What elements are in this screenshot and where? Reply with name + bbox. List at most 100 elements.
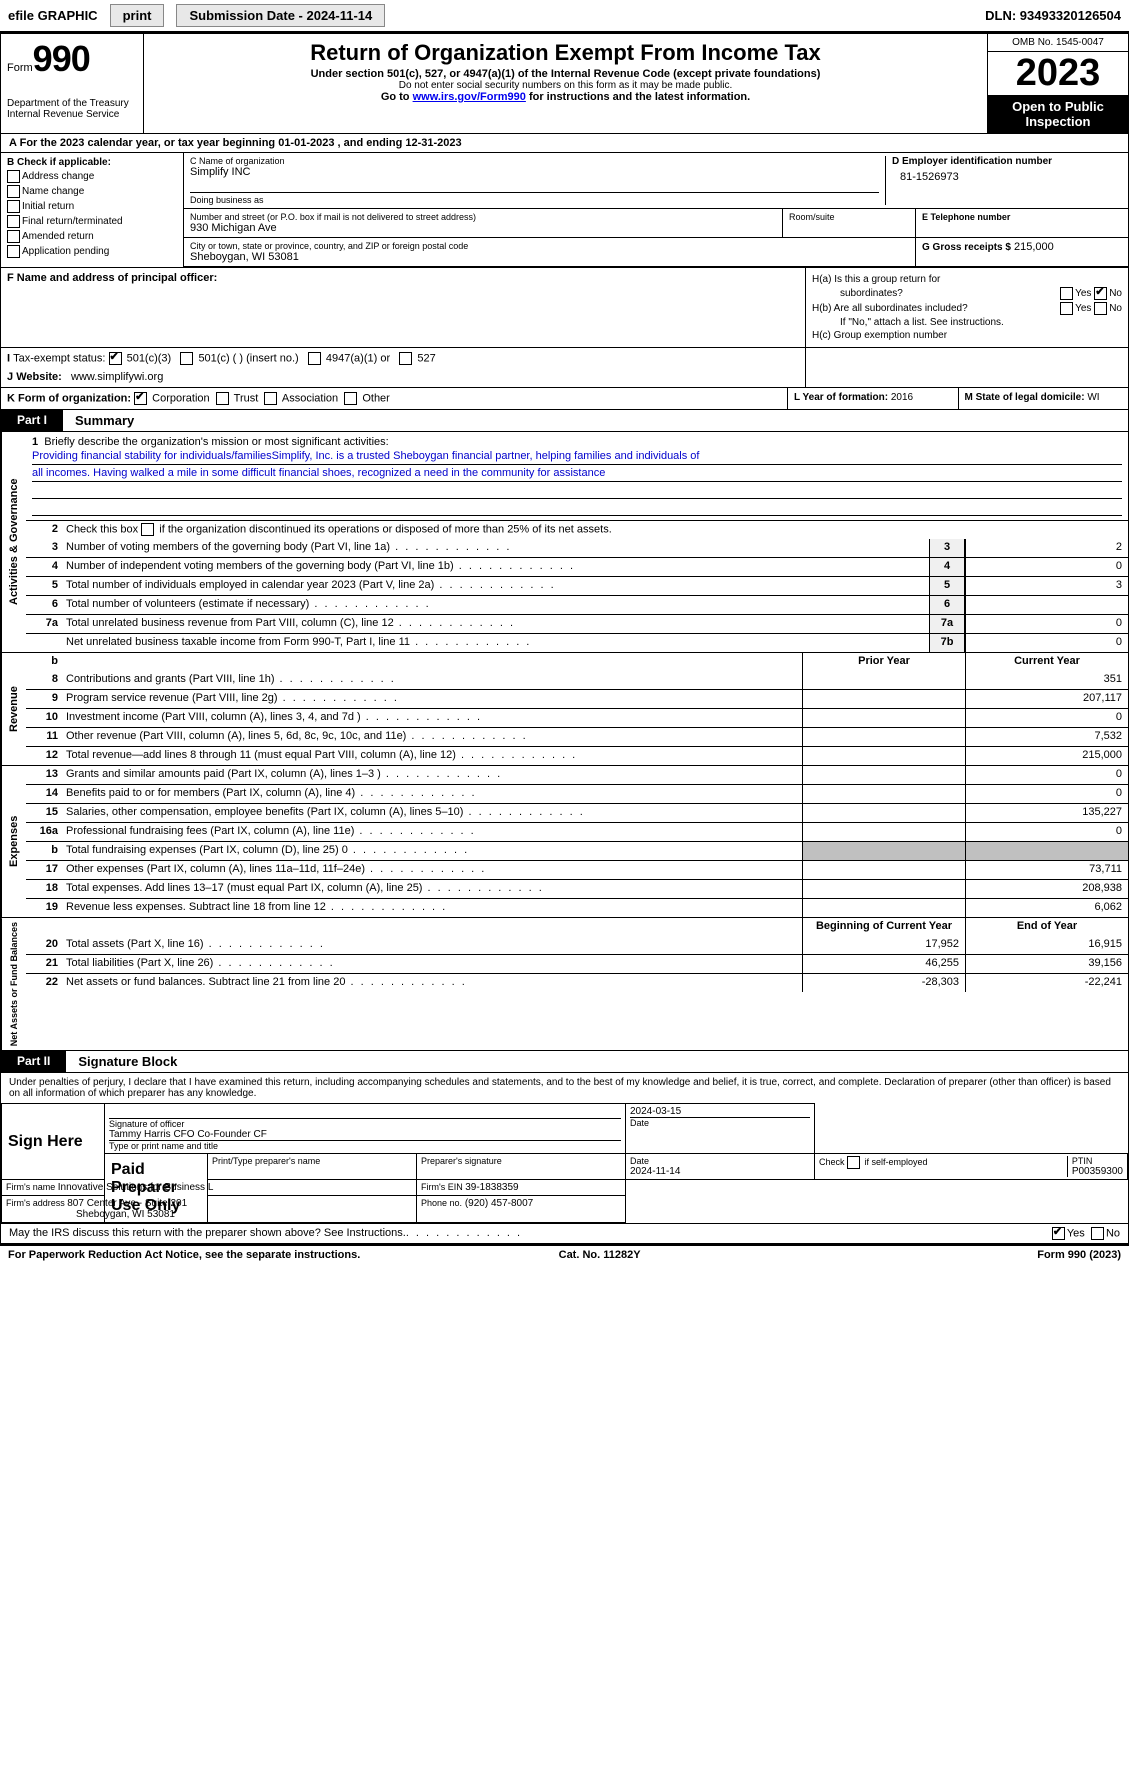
- ha2-label: subordinates?: [840, 288, 903, 299]
- chk-527[interactable]: [399, 352, 412, 365]
- end-year-hdr: End of Year: [966, 918, 1128, 936]
- sig-date-cell: 2024-03-15 Date: [626, 1104, 815, 1154]
- mission-blank2: [32, 501, 1122, 516]
- revenue-header: b Prior Year Current Year: [26, 653, 1128, 671]
- chk-final[interactable]: Final return/terminated: [7, 215, 177, 228]
- hb-yes[interactable]: [1060, 302, 1073, 315]
- part1-header: Part I Summary: [1, 410, 1128, 432]
- org-name: Simplify INC: [190, 166, 879, 178]
- na-line-22: 22 Net assets or fund balances. Subtract…: [26, 973, 1128, 992]
- sig-officer-cell: Signature of officer Tammy Harris CFO Co…: [105, 1104, 626, 1154]
- prep-sig-label: Preparer's signature: [421, 1156, 621, 1166]
- exp-line-19: 19 Revenue less expenses. Subtract line …: [26, 898, 1128, 917]
- chk-amended[interactable]: Amended return: [7, 230, 177, 243]
- website-value: www.simplifywi.org: [71, 371, 163, 383]
- officer-name: Tammy Harris CFO Co-Founder CF: [109, 1129, 621, 1140]
- mission-text2: all incomes. Having walked a mile in som…: [32, 467, 1122, 482]
- page-footer: For Paperwork Reduction Act Notice, see …: [0, 1244, 1129, 1264]
- row-i-j: I Tax-exempt status: 501(c)(3) 501(c) ( …: [1, 348, 1128, 388]
- expenses-label: Expenses: [1, 766, 26, 917]
- phone-label: E Telephone number: [922, 212, 1122, 222]
- part2-num: Part II: [1, 1051, 66, 1072]
- footer-mid: Cat. No. 11282Y: [559, 1249, 641, 1261]
- chk-4947[interactable]: [308, 352, 321, 365]
- chk-assoc[interactable]: [264, 392, 277, 405]
- chk-pending[interactable]: Application pending: [7, 245, 177, 258]
- expenses-section: Expenses 13 Grants and similar amounts p…: [1, 766, 1128, 918]
- info-section: B Check if applicable: Address change Na…: [1, 153, 1128, 268]
- chk-initial[interactable]: Initial return: [7, 200, 177, 213]
- line-a-text: For the 2023 calendar year, or tax year …: [20, 137, 462, 149]
- line-1: 1 Briefly describe the organization's mi…: [26, 432, 1128, 520]
- hb-no[interactable]: [1094, 302, 1107, 315]
- rev-line-10: 10 Investment income (Part VIII, column …: [26, 708, 1128, 727]
- box-c-area: C Name of organization Simplify INC Doin…: [184, 153, 1128, 267]
- dln-label: DLN: 93493320126504: [985, 8, 1121, 23]
- line-a: A For the 2023 calendar year, or tax yea…: [1, 134, 1128, 153]
- netassets-section: Net Assets or Fund Balances Beginning of…: [1, 918, 1128, 1051]
- street-value: 930 Michigan Ave: [190, 222, 776, 234]
- goto-suffix: for instructions and the latest informat…: [526, 91, 750, 103]
- exp-line-17: 17 Other expenses (Part IX, column (A), …: [26, 860, 1128, 879]
- chk-address[interactable]: Address change: [7, 170, 177, 183]
- chk-name[interactable]: Name change: [7, 185, 177, 198]
- rev-line-8: 8 Contributions and grants (Part VIII, l…: [26, 671, 1128, 689]
- line-i: I Tax-exempt status: 501(c)(3) 501(c) ( …: [7, 352, 799, 365]
- public-line2: Inspection: [1025, 114, 1090, 129]
- print-button[interactable]: print: [110, 4, 165, 27]
- chk-corp[interactable]: [134, 392, 147, 405]
- chk-other[interactable]: [344, 392, 357, 405]
- chk-self-employed[interactable]: [847, 1156, 860, 1169]
- box-h: H(a) Is this a group return for subordin…: [806, 268, 1128, 347]
- chk-discontinued[interactable]: [141, 523, 154, 536]
- rev-line-11: 11 Other revenue (Part VIII, column (A),…: [26, 727, 1128, 746]
- firm-addr1: 807 Center Ave - Suite 201: [67, 1198, 187, 1209]
- part1-num: Part I: [1, 410, 63, 431]
- ha-no[interactable]: [1094, 287, 1107, 300]
- row-f-h: F Name and address of principal officer:…: [1, 268, 1128, 348]
- gov-line-6: 6 Total number of volunteers (estimate i…: [26, 595, 1128, 614]
- open-to-public: Open to Public Inspection: [988, 95, 1128, 133]
- exp-line-18: 18 Total expenses. Add lines 13–17 (must…: [26, 879, 1128, 898]
- suite-label: Room/suite: [789, 212, 909, 222]
- city-label: City or town, state or province, country…: [190, 241, 909, 251]
- netassets-label: Net Assets or Fund Balances: [1, 918, 26, 1050]
- dba-label: Doing business as: [190, 192, 879, 205]
- submission-date: Submission Date - 2024-11-14: [176, 4, 385, 27]
- header-center: Return of Organization Exempt From Incom…: [144, 34, 987, 133]
- hb2-label: If "No," attach a list. See instructions…: [840, 317, 1004, 328]
- exp-line-16a: 16a Professional fundraising fees (Part …: [26, 822, 1128, 841]
- firm-name: Innovative Solutions for Business L: [58, 1182, 214, 1193]
- part2-header: Part II Signature Block: [1, 1051, 1128, 1073]
- discuss-no[interactable]: [1091, 1227, 1104, 1240]
- irs-link[interactable]: www.irs.gov/Form990: [413, 91, 526, 103]
- revenue-label: Revenue: [1, 653, 26, 765]
- firm-ein: 39-1838359: [465, 1182, 518, 1193]
- box-k: K Form of organization: Corporation Trus…: [1, 388, 787, 409]
- discuss-yes[interactable]: [1052, 1227, 1065, 1240]
- form-990: Form990 Department of the Treasury Inter…: [0, 33, 1129, 1244]
- gov-line-5: 5 Total number of individuals employed i…: [26, 576, 1128, 595]
- box-f-label: F Name and address of principal officer:: [7, 272, 217, 284]
- chk-501c3[interactable]: [109, 352, 122, 365]
- prior-year-hdr: Prior Year: [802, 653, 966, 671]
- current-year-hdr: Current Year: [966, 653, 1128, 671]
- line-j: J Website: www.simplifywi.org: [7, 371, 799, 383]
- public-line1: Open to Public: [1012, 99, 1104, 114]
- sig-date: 2024-03-15: [630, 1106, 810, 1117]
- chk-501c[interactable]: [180, 352, 193, 365]
- chk-trust[interactable]: [216, 392, 229, 405]
- box-f: F Name and address of principal officer:: [1, 268, 806, 347]
- receipts-label: G Gross receipts $: [922, 242, 1011, 253]
- goto-prefix: Go to: [381, 91, 413, 103]
- gov-line-7a: 7a Total unrelated business revenue from…: [26, 614, 1128, 633]
- row-address: Number and street (or P.O. box if mail i…: [184, 209, 1128, 238]
- part1-title: Summary: [63, 410, 146, 431]
- irs-label: Internal Revenue Service: [7, 109, 137, 120]
- row-k-l-m: K Form of organization: Corporation Trus…: [1, 388, 1128, 410]
- mission-text1: Providing financial stability for indivi…: [32, 450, 1122, 465]
- ptin-value: P00359300: [1072, 1166, 1123, 1177]
- exp-line-13: 13 Grants and similar amounts paid (Part…: [26, 766, 1128, 784]
- exp-line-14: 14 Benefits paid to or for members (Part…: [26, 784, 1128, 803]
- ha-yes[interactable]: [1060, 287, 1073, 300]
